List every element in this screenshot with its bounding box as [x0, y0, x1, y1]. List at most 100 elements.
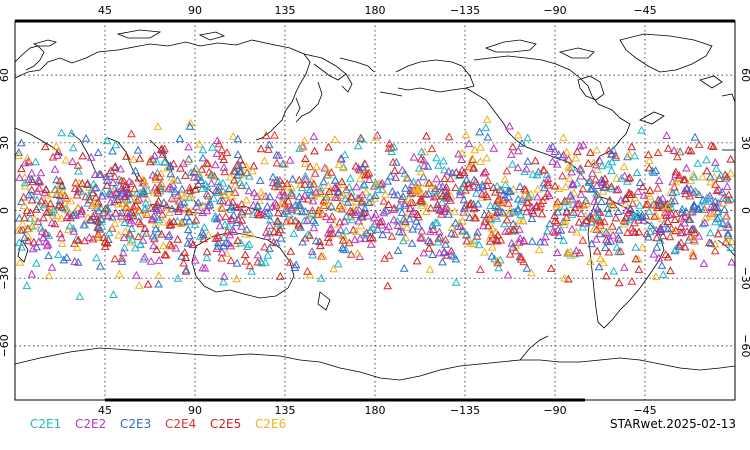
observation-marker	[152, 157, 162, 166]
observation-marker	[541, 192, 550, 201]
observation-marker	[169, 159, 178, 168]
observation-marker	[492, 208, 501, 217]
observation-marker	[14, 151, 23, 160]
observation-marker	[115, 191, 124, 200]
observation-marker	[212, 149, 222, 157]
observation-marker	[586, 184, 596, 193]
observation-marker	[57, 213, 66, 222]
observation-marker	[316, 273, 326, 282]
observation-marker	[307, 208, 316, 217]
observation-marker	[244, 206, 253, 215]
observation-marker	[399, 263, 409, 272]
observation-marker	[118, 248, 128, 257]
observation-marker	[357, 212, 367, 221]
observation-marker	[630, 151, 640, 160]
observation-marker	[70, 257, 80, 265]
observation-marker	[700, 218, 710, 227]
observation-marker	[57, 239, 67, 247]
observation-marker	[620, 171, 629, 180]
observation-marker	[135, 188, 145, 197]
observation-marker	[365, 192, 375, 201]
observation-marker	[158, 217, 168, 226]
observation-marker	[236, 238, 246, 247]
observation-marker	[388, 186, 397, 195]
observation-marker	[333, 259, 343, 268]
observation-marker	[513, 130, 523, 139]
observation-marker	[390, 166, 400, 174]
observation-marker	[432, 153, 441, 162]
observation-marker	[122, 201, 131, 210]
observation-marker	[541, 232, 550, 241]
observation-marker	[294, 175, 304, 184]
observation-marker	[492, 181, 502, 190]
observation-marker	[564, 154, 573, 163]
observation-marker	[74, 166, 83, 175]
observation-marker	[427, 144, 437, 153]
observation-marker	[358, 198, 367, 207]
observation-marker	[553, 207, 563, 216]
legend-item-c2e3: C2E3	[120, 417, 152, 431]
observation-marker	[613, 184, 623, 193]
observation-marker	[44, 251, 53, 260]
observation-marker	[309, 179, 319, 188]
observation-marker	[380, 253, 389, 262]
observation-marker	[637, 125, 646, 134]
observation-marker	[467, 153, 477, 162]
observation-marker	[285, 257, 295, 266]
observation-marker	[287, 188, 297, 197]
observation-marker	[32, 186, 42, 195]
observation-marker	[711, 180, 720, 188]
observation-marker	[559, 235, 568, 244]
observation-marker	[474, 240, 484, 249]
observation-marker	[287, 190, 297, 199]
observation-marker	[460, 203, 469, 212]
observation-marker	[143, 279, 153, 288]
observation-marker	[214, 139, 224, 148]
observation-marker	[517, 138, 527, 147]
observation-marker	[220, 220, 230, 228]
observation-marker	[455, 170, 465, 178]
observation-marker	[548, 157, 557, 165]
observation-marker	[47, 218, 57, 227]
observation-marker	[336, 153, 346, 162]
observation-marker	[110, 172, 120, 180]
observation-marker	[515, 182, 525, 190]
observation-marker	[188, 206, 198, 215]
observation-marker	[528, 169, 538, 178]
observation-marker	[283, 196, 293, 205]
observation-marker	[554, 184, 564, 192]
observation-marker	[301, 154, 310, 162]
observation-marker	[645, 227, 655, 236]
observation-marker	[244, 171, 254, 180]
observation-marker	[90, 199, 100, 208]
observation-marker	[202, 206, 212, 215]
observation-marker	[416, 233, 426, 241]
observation-marker	[644, 163, 654, 172]
observation-marker	[245, 261, 255, 270]
observation-marker	[591, 174, 601, 183]
observation-marker	[173, 273, 183, 282]
observation-marker	[614, 278, 624, 287]
observation-marker	[96, 214, 106, 223]
observation-marker	[435, 232, 445, 241]
observation-marker	[552, 248, 562, 256]
observation-marker	[608, 200, 618, 208]
observation-marker	[98, 187, 108, 196]
observation-marker	[279, 187, 288, 196]
observation-marker	[47, 262, 57, 271]
observation-marker	[572, 227, 582, 236]
observation-marker	[487, 211, 497, 220]
observation-marker	[522, 207, 531, 216]
observation-marker	[41, 228, 50, 237]
observation-marker	[439, 156, 448, 165]
observation-marker	[371, 132, 381, 141]
observation-marker	[15, 257, 25, 266]
observation-marker	[604, 146, 614, 155]
lon-tick-label: −135	[450, 4, 480, 17]
observation-marker	[104, 228, 114, 237]
observation-marker	[649, 249, 659, 258]
lat-tick-label: −60	[0, 334, 11, 357]
observation-marker	[86, 152, 96, 161]
legend-item-c2e1: C2E1	[30, 417, 62, 431]
observation-marker	[119, 176, 129, 185]
